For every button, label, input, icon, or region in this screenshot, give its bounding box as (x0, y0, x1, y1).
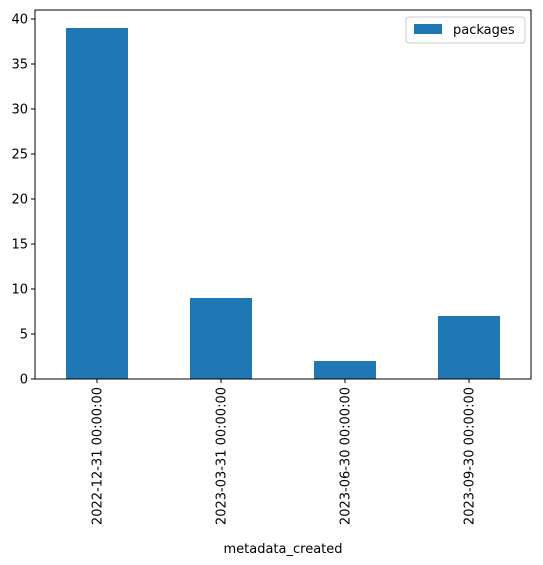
x-axis: 2022-12-31 00:00:00 2023-03-31 00:00:00 20… (91, 379, 478, 525)
legend-swatch (414, 24, 442, 34)
y-tick-label-5: 25 (11, 148, 28, 163)
y-axis: 0 5 10 15 20 25 30 35 40 (11, 13, 35, 388)
y-tick-label-4: 20 (11, 193, 28, 208)
y-tick-label-0: 0 (20, 373, 28, 388)
x-tick-label-2: 2023-06-30 00:00:00 (339, 387, 354, 525)
y-tick-label-3: 15 (11, 238, 28, 253)
legend-box (405, 16, 526, 44)
y-tick-label-1: 5 (20, 328, 28, 343)
bar-3 (438, 316, 500, 379)
x-axis-label: metadata_created (223, 542, 342, 557)
y-tick-label-6: 30 (11, 103, 28, 118)
legend: packages (405, 16, 526, 44)
bar-1 (190, 298, 252, 379)
x-tick-label-0: 2022-12-31 00:00:00 (91, 387, 106, 525)
bars-group (66, 28, 500, 379)
y-tick-label-7: 35 (11, 58, 28, 73)
legend-label: packages (453, 23, 515, 38)
plot-frame (34, 9, 532, 380)
y-tick-label-2: 10 (11, 283, 28, 298)
y-tick-label-8: 40 (11, 13, 28, 28)
bar-0 (66, 28, 128, 379)
bar-2 (314, 361, 376, 379)
x-tick-label-3: 2023-09-30 00:00:00 (463, 387, 478, 525)
x-tick-label-1: 2023-03-31 00:00:00 (215, 387, 230, 525)
